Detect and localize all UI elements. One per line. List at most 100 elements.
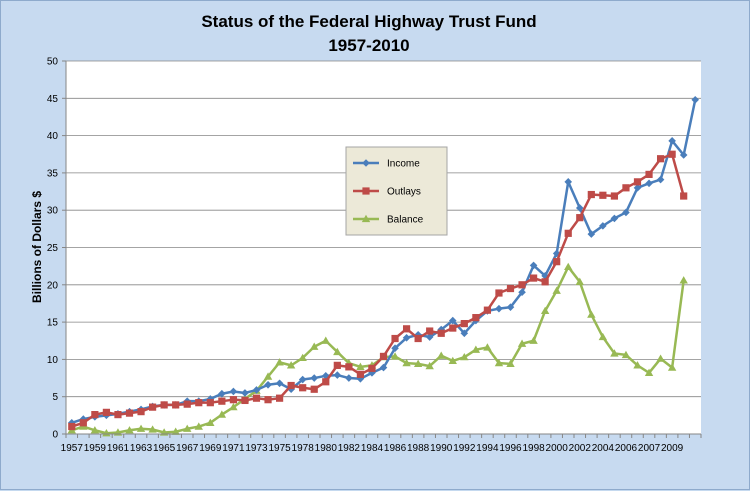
data-point-balance [402, 358, 411, 367]
data-point-outlays [645, 170, 653, 178]
data-point-balance [148, 425, 157, 433]
data-point-outlays [206, 399, 214, 407]
data-point-income [79, 415, 88, 423]
data-point-outlays [518, 281, 526, 289]
data-point-income [425, 333, 434, 341]
data-point-outlays [148, 403, 157, 411]
legend-marker [362, 159, 370, 167]
data-point-outlays [368, 364, 376, 372]
data-point-balance [437, 351, 446, 359]
data-point-outlays [241, 396, 249, 405]
y-tick-label: 0 [52, 430, 58, 441]
data-point-outlays [195, 399, 203, 407]
data-point-outlays [587, 190, 595, 199]
data-point-income [241, 389, 249, 397]
y-axis-title: Billions of Dollars $ [30, 191, 44, 303]
data-point-income [298, 375, 307, 384]
series-layer [67, 95, 700, 437]
data-point-income [345, 374, 353, 382]
data-point-balance [310, 342, 319, 350]
data-point-balance [183, 424, 192, 432]
data-point-balance [621, 350, 631, 359]
legend-label: Balance [387, 215, 424, 226]
data-point-balance [587, 310, 596, 318]
data-point-income [599, 222, 607, 230]
data-point-balance [390, 352, 400, 360]
x-tick-label: 1959 [84, 443, 107, 454]
data-point-balance [171, 427, 180, 435]
x-tick-label: 1967 [176, 443, 199, 454]
x-tick-label: 1978 [292, 443, 315, 454]
data-point-outlays [391, 334, 399, 343]
data-point-balance [540, 306, 550, 315]
data-point-income [206, 395, 215, 403]
x-tick-label: 1994 [476, 443, 499, 454]
x-tick-label: 1992 [453, 443, 476, 454]
data-point-outlays [172, 401, 180, 409]
data-point-income [633, 184, 642, 192]
data-point-balance [679, 276, 688, 284]
data-point-outlays [102, 408, 111, 416]
data-point-balance [598, 332, 608, 341]
x-tick-label: 1982 [338, 443, 361, 454]
data-point-outlays [483, 306, 492, 314]
data-point-outlays [610, 192, 619, 200]
data-point-balance [356, 362, 365, 371]
data-point-income [668, 137, 676, 145]
data-point-income [264, 380, 272, 389]
data-point-outlays [668, 150, 676, 158]
data-point-income [448, 316, 457, 325]
x-tick-label: 2004 [592, 443, 615, 454]
data-point-income [379, 363, 388, 372]
legend-marker [362, 187, 370, 195]
x-tick-label: 1990 [430, 443, 453, 454]
y-tick-label: 25 [47, 243, 59, 254]
data-point-balance [517, 339, 527, 347]
data-point-outlays [125, 409, 134, 417]
data-point-income [645, 179, 653, 188]
data-point-outlays [68, 422, 76, 431]
data-point-balance [194, 422, 203, 430]
data-point-outlays [275, 394, 284, 402]
data-point-balance [656, 354, 665, 362]
data-point-outlays [656, 155, 665, 163]
data-point-outlays [680, 192, 688, 200]
data-point-balance [102, 429, 111, 437]
x-tick-label: 2000 [546, 443, 569, 454]
data-point-balance [286, 361, 296, 369]
data-point-outlays [322, 378, 330, 386]
data-point-income [679, 151, 688, 159]
y-tick-label: 10 [47, 355, 59, 366]
legend-label: Outlays [387, 187, 421, 198]
data-point-balance [575, 277, 584, 285]
data-point-income [518, 288, 526, 297]
data-point-balance [494, 358, 504, 367]
data-point-balance [275, 358, 284, 366]
data-point-balance [448, 356, 457, 365]
data-point-outlays [229, 396, 238, 404]
x-tick-label: 1973 [245, 443, 268, 454]
x-tick-label: 1980 [315, 443, 338, 454]
data-point-balance [564, 262, 573, 271]
x-tick-label: 1984 [361, 443, 384, 454]
data-point-balance [633, 361, 642, 369]
data-point-income [495, 304, 503, 313]
legend-entry-income: Income [353, 159, 420, 170]
data-point-outlays [622, 184, 630, 192]
y-tick-label: 5 [52, 392, 58, 403]
x-tick-label: 1965 [153, 443, 176, 454]
data-point-outlays [541, 278, 549, 286]
data-point-balance [644, 368, 654, 376]
x-axis-ticks: 1957 1959 1961 1963 1965 1967 1969 1971 1973 1975… [61, 434, 702, 454]
data-point-outlays [345, 363, 353, 371]
data-point-outlays [91, 411, 99, 419]
data-point-outlays [576, 214, 584, 222]
data-point-balance [552, 286, 561, 294]
data-point-balance [263, 372, 273, 380]
y-tick-label: 50 [47, 57, 59, 68]
x-tick-label: 2002 [569, 443, 592, 454]
data-point-balance [471, 345, 481, 353]
data-point-outlays [287, 381, 295, 390]
x-tick-label: 1988 [407, 443, 430, 454]
data-point-income [564, 178, 573, 186]
